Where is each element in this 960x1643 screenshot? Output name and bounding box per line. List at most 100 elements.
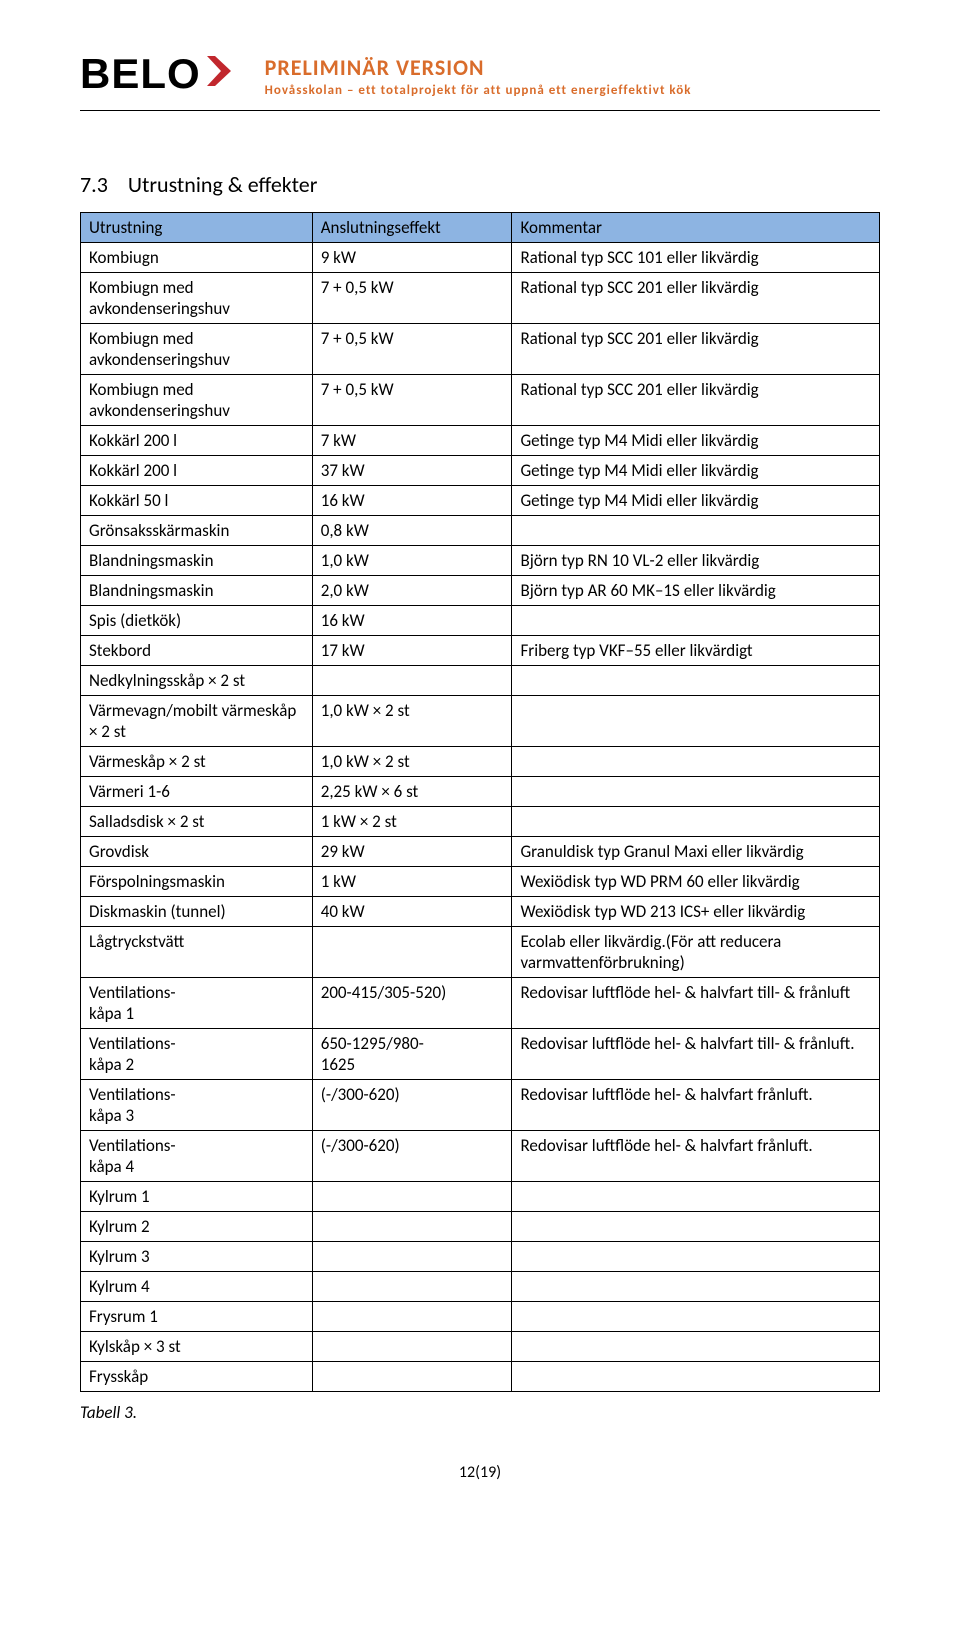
table-cell: Ventilations- kåpa 3 [81, 1080, 313, 1131]
section-number: 7.3 [80, 171, 108, 198]
table-cell [512, 807, 880, 837]
table-row: Blandningsmaskin2,0 kWBjörn typ AR 60 MK… [81, 576, 880, 606]
table-cell: Ecolab eller likvärdig.(För att reducera… [512, 927, 880, 978]
header-text: PRELIMINÄR VERSION Hovåsskolan – ett tot… [265, 50, 692, 98]
table-cell [512, 1182, 880, 1212]
table-cell [312, 1212, 512, 1242]
header-title: PRELIMINÄR VERSION [265, 54, 692, 81]
table-cell: Blandningsmaskin [81, 576, 313, 606]
table-cell: 200-415/305-520) [312, 978, 512, 1029]
page-header: BELO PRELIMINÄR VERSION Hovåsskolan – et… [80, 50, 880, 111]
table-header-row: Utrustning Anslutningseffekt Kommentar [81, 213, 880, 243]
table-cell: 7 kW [312, 426, 512, 456]
table-cell: 7 + 0,5 kW [312, 273, 512, 324]
table-cell: Blandningsmaskin [81, 546, 313, 576]
table-cell [512, 1302, 880, 1332]
table-cell: Grovdisk [81, 837, 313, 867]
table-row: Kylrum 2 [81, 1212, 880, 1242]
table-row: Lågtryckstvätt Ecolab eller likvärdig.(Fö… [81, 927, 880, 978]
table-row: Kombiugn9 kWRational typ SCC 101 eller l… [81, 243, 880, 273]
logo-chevron-icon [205, 50, 235, 98]
table-cell [512, 747, 880, 777]
table-cell [512, 516, 880, 546]
table-row: Diskmaskin (tunnel)40 kWWexiödisk typ WD… [81, 897, 880, 927]
table-cell: Kombiugn med avkondenseringshuv [81, 324, 313, 375]
table-row: Kombiugn med avkondenseringshuv7 + 0,5 k… [81, 324, 880, 375]
table-cell [512, 606, 880, 636]
table-cell: Getinge typ M4 Midi eller likvärdig [512, 456, 880, 486]
table-row: Värmeskåp × 2 st1,0 kW × 2 st [81, 747, 880, 777]
table-row: Ventilations- kåpa 2650-1295/980- 1625Re… [81, 1029, 880, 1080]
table-row: Ventilations- kåpa 1200-415/305-520)Redo… [81, 978, 880, 1029]
table-row: Salladsdisk × 2 st1 kW × 2 st [81, 807, 880, 837]
table-cell: 1,0 kW × 2 st [312, 696, 512, 747]
table-cell: Salladsdisk × 2 st [81, 807, 313, 837]
table-row: Förspolningsmaskin1 kWWexiödisk typ WD P… [81, 867, 880, 897]
table-cell: Rational typ SCC 201 eller likvärdig [512, 324, 880, 375]
table-cell: Redovisar luftflöde hel- & halvfart till… [512, 1029, 880, 1080]
table-cell: Värmevagn/mobilt värmeskåp × 2 st [81, 696, 313, 747]
table-cell [512, 696, 880, 747]
table-cell: Rational typ SCC 101 eller likvärdig [512, 243, 880, 273]
table-row: Kombiugn med avkondenseringshuv7 + 0,5 k… [81, 375, 880, 426]
table-row: Kokkärl 200 l7 kWGetinge typ M4 Midi ell… [81, 426, 880, 456]
table-cell: Kylrum 3 [81, 1242, 313, 1272]
table-row: Kokkärl 200 l37 kWGetinge typ M4 Midi el… [81, 456, 880, 486]
table-cell: Kokkärl 200 l [81, 456, 313, 486]
table-cell: 1 kW × 2 st [312, 807, 512, 837]
table-caption: Tabell 3. [80, 1402, 880, 1423]
table-cell: 650-1295/980- 1625 [312, 1029, 512, 1080]
table-cell: Kylskåp × 3 st [81, 1332, 313, 1362]
table-cell: Frysrum 1 [81, 1302, 313, 1332]
table-row: Blandningsmaskin1,0 kWBjörn typ RN 10 VL… [81, 546, 880, 576]
table-cell: Grönsaksskärmaskin [81, 516, 313, 546]
table-cell: Spis (dietkök) [81, 606, 313, 636]
logo-text: BELO [80, 50, 201, 98]
table-cell: Kylrum 2 [81, 1212, 313, 1242]
table-cell: 1,0 kW [312, 546, 512, 576]
table-cell: 2,25 kW × 6 st [312, 777, 512, 807]
table-cell: 9 kW [312, 243, 512, 273]
table-cell: Björn typ AR 60 MK–1S eller likvärdig [512, 576, 880, 606]
table-cell: Kombiugn [81, 243, 313, 273]
table-row: Kylrum 3 [81, 1242, 880, 1272]
table-cell: 16 kW [312, 606, 512, 636]
col-header-anslutningseffekt: Anslutningseffekt [312, 213, 512, 243]
table-cell: Ventilations- kåpa 2 [81, 1029, 313, 1080]
table-cell: Kokkärl 50 l [81, 486, 313, 516]
col-header-kommentar: Kommentar [512, 213, 880, 243]
table-cell [512, 1212, 880, 1242]
table-cell [312, 1362, 512, 1392]
table-cell: 1 kW [312, 867, 512, 897]
table-cell: Värmeri 1-6 [81, 777, 313, 807]
table-row: Värmevagn/mobilt värmeskåp × 2 st1,0 kW … [81, 696, 880, 747]
table-cell [312, 1302, 512, 1332]
table-cell [312, 666, 512, 696]
table-cell: Redovisar luftflöde hel- & halvfart från… [512, 1080, 880, 1131]
table-cell [312, 1272, 512, 1302]
table-cell: Wexiödisk typ WD 213 ICS+ eller likvärdi… [512, 897, 880, 927]
table-cell [312, 1332, 512, 1362]
table-cell: 7 + 0,5 kW [312, 375, 512, 426]
table-cell: Kylrum 1 [81, 1182, 313, 1212]
table-cell: Kombiugn med avkondenseringshuv [81, 375, 313, 426]
table-cell: Rational typ SCC 201 eller likvärdig [512, 273, 880, 324]
table-cell [312, 927, 512, 978]
table-cell [512, 777, 880, 807]
table-cell: 1,0 kW × 2 st [312, 747, 512, 777]
table-cell: Kokkärl 200 l [81, 426, 313, 456]
col-header-utrustning: Utrustning [81, 213, 313, 243]
table-row: Ventilations- kåpa 4(-/300-620)Redovisar… [81, 1131, 880, 1182]
table-row: Grönsaksskärmaskin0,8 kW [81, 516, 880, 546]
table-cell: Diskmaskin (tunnel) [81, 897, 313, 927]
page-footer: 12(19) [80, 1463, 880, 1482]
equipment-table: Utrustning Anslutningseffekt Kommentar K… [80, 212, 880, 1392]
table-row: Spis (dietkök)16 kW [81, 606, 880, 636]
table-cell: Kylrum 4 [81, 1272, 313, 1302]
table-row: Ventilations- kåpa 3(-/300-620)Redovisar… [81, 1080, 880, 1131]
table-row: Stekbord17 kWFriberg typ VKF–55 eller li… [81, 636, 880, 666]
table-cell: Lågtryckstvätt [81, 927, 313, 978]
table-cell: Friberg typ VKF–55 eller likvärdigt [512, 636, 880, 666]
table-row: Kylskåp × 3 st [81, 1332, 880, 1362]
table-cell: 0,8 kW [312, 516, 512, 546]
